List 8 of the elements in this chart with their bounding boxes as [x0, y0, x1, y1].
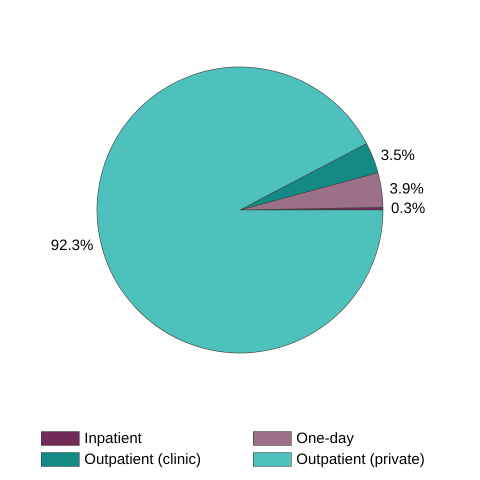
data-label: 92.3%	[50, 237, 94, 254]
legend-label: Outpatient (private)	[296, 451, 425, 468]
legend-label: Outpatient (clinic)	[84, 451, 202, 468]
legend-label: One-day	[296, 430, 354, 447]
data-label: 3.5%	[380, 147, 415, 164]
legend-label: Inpatient	[84, 430, 143, 447]
data-label: 3.9%	[390, 180, 424, 198]
data-label: 0.3%	[390, 200, 426, 218]
